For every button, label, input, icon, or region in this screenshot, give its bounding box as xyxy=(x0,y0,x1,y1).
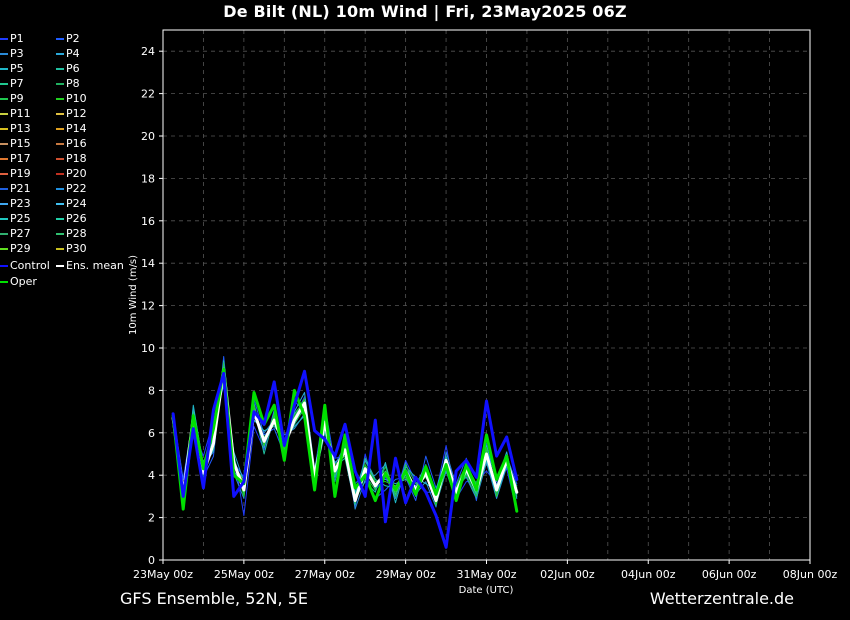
legend-label: P7 xyxy=(10,77,24,90)
legend-swatch xyxy=(56,83,64,85)
y-tick-label: 2 xyxy=(148,512,155,525)
legend-label: P17 xyxy=(10,152,31,165)
legend-swatch xyxy=(0,113,8,115)
legend-label: P23 xyxy=(10,197,31,210)
legend-label: P21 xyxy=(10,182,31,195)
x-tick-label: 27May 00z xyxy=(295,568,355,581)
series-line-control xyxy=(171,369,519,549)
legend-label: P3 xyxy=(10,47,24,60)
legend-label: P28 xyxy=(66,227,87,240)
legend-label: Ens. mean xyxy=(66,259,124,272)
y-tick-label: 6 xyxy=(148,427,155,440)
y-tick-label: 18 xyxy=(141,172,155,185)
legend-swatch xyxy=(56,128,64,130)
legend-swatch xyxy=(56,188,64,190)
legend-swatch xyxy=(0,53,8,55)
footer-source: Wetterzentrale.de xyxy=(649,589,794,608)
legend-swatch xyxy=(56,113,64,115)
legend-swatch xyxy=(0,173,8,175)
legend-label: P8 xyxy=(66,77,80,90)
legend-label: P22 xyxy=(66,182,87,195)
legend-swatch xyxy=(56,233,64,235)
legend-swatch xyxy=(56,158,64,160)
legend-swatch xyxy=(0,38,8,40)
x-tick-label: 08Jun 00z xyxy=(783,568,838,581)
legend-swatch xyxy=(56,98,64,100)
x-tick-label: 31May 00z xyxy=(456,568,516,581)
y-tick-label: 22 xyxy=(141,88,155,101)
chart-title: De Bilt (NL) 10m Wind | Fri, 23May2025 0… xyxy=(223,2,627,21)
grid xyxy=(162,30,811,560)
legend-label: P12 xyxy=(66,107,87,120)
legend-label: P19 xyxy=(10,167,31,180)
legend-swatch xyxy=(0,203,8,205)
y-tick-label: 0 xyxy=(148,554,155,567)
x-tick-label: 04Jun 00z xyxy=(621,568,676,581)
legend-label: P26 xyxy=(66,212,87,225)
legend-label: Oper xyxy=(10,275,37,288)
y-tick-label: 24 xyxy=(141,45,155,58)
y-tick-label: 4 xyxy=(148,469,155,482)
legend-swatch xyxy=(0,281,8,283)
legend-label: P27 xyxy=(10,227,31,240)
legend-swatch xyxy=(0,128,8,130)
legend-label: P25 xyxy=(10,212,31,225)
legend-label: P16 xyxy=(66,137,87,150)
y-tick-label: 12 xyxy=(141,300,155,313)
legend-swatch xyxy=(56,38,64,40)
legend-swatch xyxy=(0,158,8,160)
legend-label: Control xyxy=(10,259,50,272)
x-tick-label: 02Jun 00z xyxy=(540,568,595,581)
legend-swatch xyxy=(56,218,64,220)
legend-label: P15 xyxy=(10,137,31,150)
legend-label: P20 xyxy=(66,167,87,180)
legend-label: P14 xyxy=(66,122,87,135)
legend-swatch xyxy=(0,188,8,190)
y-tick-label: 14 xyxy=(141,257,155,270)
legend-label: P18 xyxy=(66,152,87,165)
legend-swatch xyxy=(0,83,8,85)
legend-swatch xyxy=(56,248,64,250)
legend-swatch xyxy=(56,203,64,205)
y-tick-label: 16 xyxy=(141,215,155,228)
legend-swatch xyxy=(0,265,8,267)
legend-label: P1 xyxy=(10,32,24,45)
footer-model: GFS Ensemble, 52N, 5E xyxy=(120,589,308,608)
legend-swatch xyxy=(0,233,8,235)
y-tick-label: 10 xyxy=(141,342,155,355)
series-lines xyxy=(171,356,519,549)
y-axis-label: 10m Wind (m/s) xyxy=(128,255,139,335)
x-tick-label: 23May 00z xyxy=(133,568,193,581)
x-axis-label: Date (UTC) xyxy=(459,585,514,596)
legend-swatch xyxy=(56,68,64,70)
legend-swatch xyxy=(56,173,64,175)
legend-label: P11 xyxy=(10,107,31,120)
legend-label: P30 xyxy=(66,242,87,255)
legend-label: P29 xyxy=(10,242,31,255)
y-tick-label: 20 xyxy=(141,130,155,143)
x-tick-label: 25May 00z xyxy=(214,568,274,581)
legend-label: P6 xyxy=(66,62,80,75)
legend-swatch xyxy=(0,143,8,145)
x-tick-label: 29May 00z xyxy=(376,568,436,581)
legend-swatch xyxy=(56,265,64,267)
legend-swatch xyxy=(56,53,64,55)
legend-swatch xyxy=(0,98,8,100)
legend-label: P5 xyxy=(10,62,24,75)
legend-swatch xyxy=(56,143,64,145)
legend-swatch xyxy=(0,68,8,70)
legend-label: P24 xyxy=(66,197,87,210)
legend-label: P4 xyxy=(66,47,80,60)
y-tick-label: 8 xyxy=(148,384,155,397)
legend-label: P13 xyxy=(10,122,31,135)
legend-label: P2 xyxy=(66,32,80,45)
x-tick-label: 06Jun 00z xyxy=(702,568,757,581)
legend-swatch xyxy=(0,248,8,250)
legend-label: P10 xyxy=(66,92,87,105)
legend-swatch xyxy=(0,218,8,220)
legend-label: P9 xyxy=(10,92,24,105)
